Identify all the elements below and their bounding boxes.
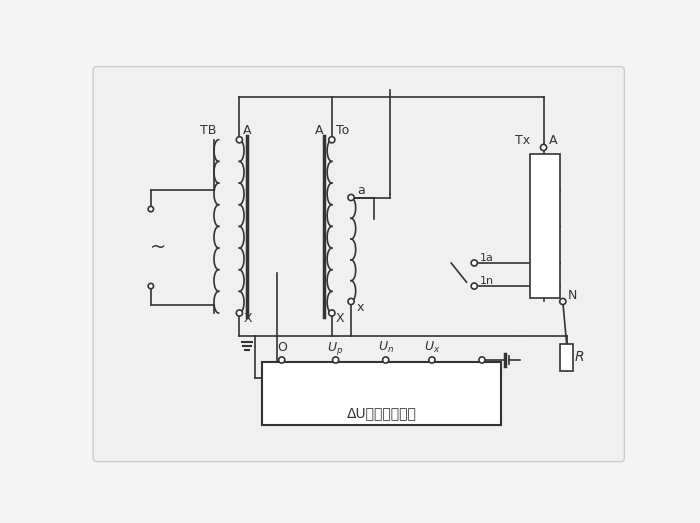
Circle shape xyxy=(471,283,477,289)
Text: Tx: Tx xyxy=(515,133,531,146)
Text: O: O xyxy=(276,341,287,354)
Circle shape xyxy=(348,299,354,304)
Text: 1n: 1n xyxy=(480,276,494,286)
Text: To: To xyxy=(336,123,349,137)
Circle shape xyxy=(332,357,339,363)
Bar xyxy=(561,344,573,371)
Circle shape xyxy=(540,144,547,151)
Circle shape xyxy=(479,357,485,363)
Text: N: N xyxy=(568,289,578,302)
Text: R: R xyxy=(575,350,584,365)
Circle shape xyxy=(560,299,566,304)
Text: $U_n$: $U_n$ xyxy=(377,340,394,355)
Circle shape xyxy=(237,137,242,143)
Text: $U_x$: $U_x$ xyxy=(424,340,440,355)
Text: x: x xyxy=(356,301,364,314)
Bar xyxy=(530,154,561,298)
FancyBboxPatch shape xyxy=(93,66,624,462)
Circle shape xyxy=(348,195,354,201)
Text: A: A xyxy=(549,133,557,146)
Bar xyxy=(262,361,501,425)
Text: a: a xyxy=(357,184,365,197)
Circle shape xyxy=(383,357,389,363)
Circle shape xyxy=(329,137,335,143)
Text: A: A xyxy=(314,123,323,137)
Text: $U_p$: $U_p$ xyxy=(328,340,344,357)
Text: 1a: 1a xyxy=(480,253,494,263)
Text: A: A xyxy=(243,123,252,137)
Circle shape xyxy=(429,357,435,363)
Circle shape xyxy=(329,310,335,316)
Circle shape xyxy=(148,283,153,289)
Text: X: X xyxy=(243,312,252,325)
Circle shape xyxy=(471,260,477,266)
Text: ΔU誤差測量裝置: ΔU誤差測量裝置 xyxy=(347,406,416,420)
Text: TB: TB xyxy=(200,123,217,137)
Circle shape xyxy=(148,207,153,212)
Text: X: X xyxy=(336,312,344,325)
Circle shape xyxy=(237,310,242,316)
Text: ~: ~ xyxy=(150,238,167,257)
Circle shape xyxy=(279,357,285,363)
